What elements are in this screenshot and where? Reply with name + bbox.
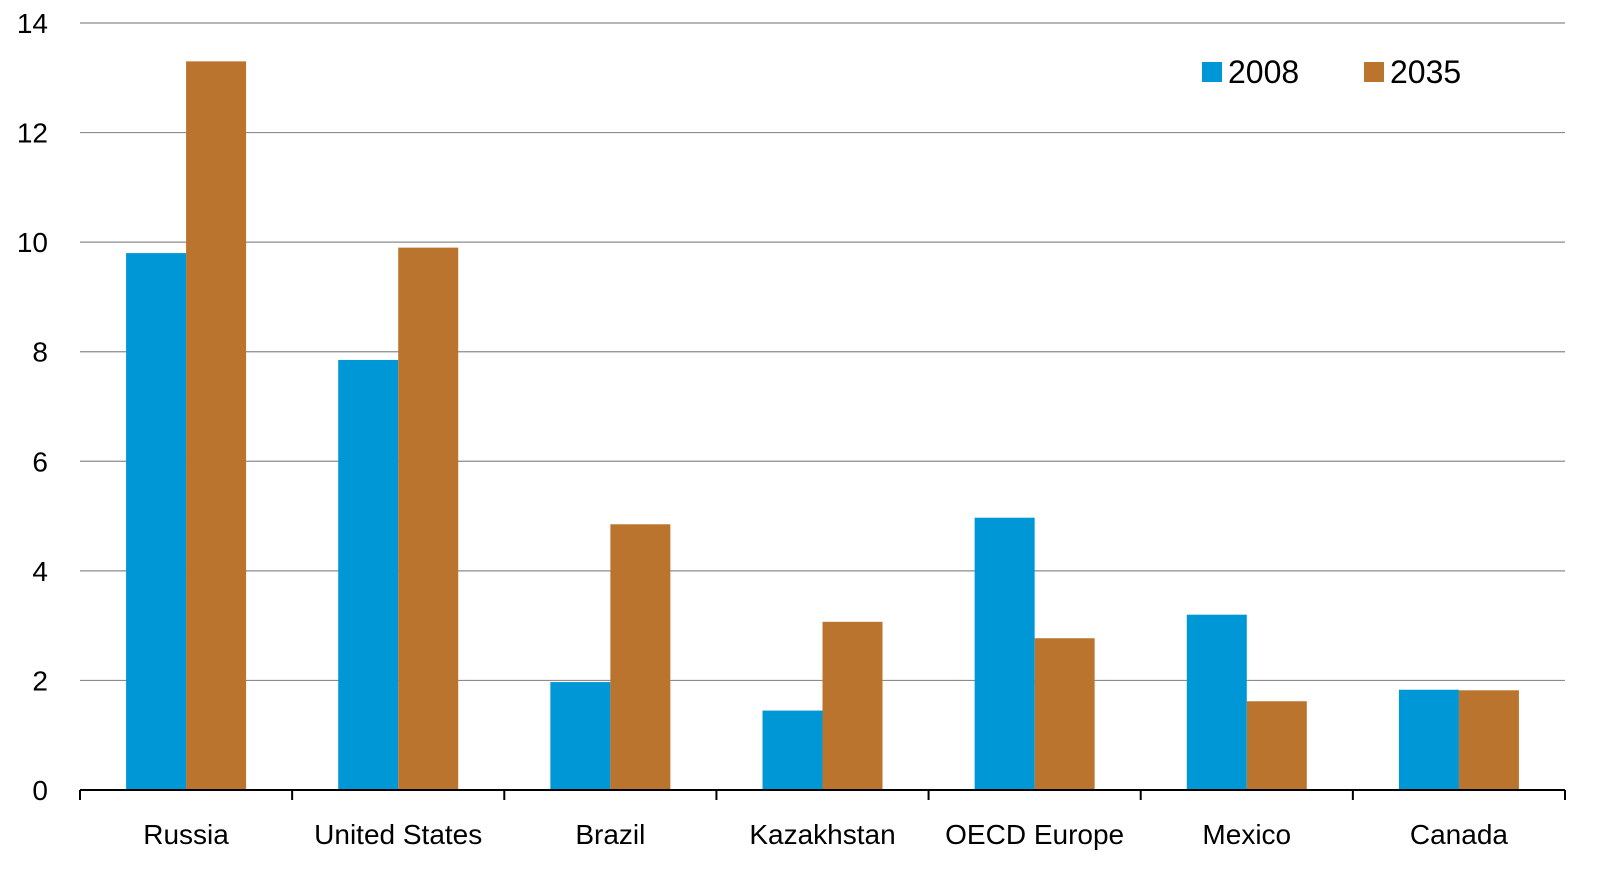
bar-2008-united-states bbox=[338, 359, 399, 790]
x-tick-label: Canada bbox=[1410, 819, 1509, 850]
x-tick-label: Mexico bbox=[1202, 819, 1291, 850]
bar-2008-canada bbox=[1398, 689, 1459, 790]
y-axis-tick-labels: 0 2 4 6 8 10 12 14 bbox=[17, 8, 48, 806]
legend-swatch-2035 bbox=[1364, 62, 1384, 82]
legend-label-2008: 2008 bbox=[1228, 54, 1299, 90]
bar-2008-russia bbox=[126, 253, 187, 791]
y-tick-label: 0 bbox=[32, 775, 48, 806]
y-tick-label: 4 bbox=[32, 556, 48, 587]
y-tick-label: 10 bbox=[17, 227, 48, 258]
x-tick-label: United States bbox=[314, 819, 482, 850]
bar-2035-canada bbox=[1458, 690, 1519, 790]
bar-2035-mexico bbox=[1246, 701, 1307, 790]
legend: 2008 2035 bbox=[1202, 54, 1461, 90]
y-tick-label: 14 bbox=[17, 8, 48, 39]
legend-label-2035: 2035 bbox=[1390, 54, 1461, 90]
bar-2035-russia bbox=[186, 61, 247, 791]
x-tick-label: OECD Europe bbox=[945, 819, 1124, 850]
bar-2035-kazakhstan bbox=[822, 621, 883, 790]
bar-2035-brazil bbox=[610, 524, 671, 790]
y-tick-label: 6 bbox=[32, 446, 48, 477]
legend-swatch-2008 bbox=[1202, 62, 1222, 82]
bar-2008-oecd-europe bbox=[974, 517, 1035, 790]
x-tick-label: Brazil bbox=[575, 819, 645, 850]
y-tick-label: 8 bbox=[32, 337, 48, 368]
bar-2008-brazil bbox=[550, 682, 611, 790]
bar-2035-united-states bbox=[398, 247, 459, 790]
x-axis-tick-labels: Russia United States Brazil Kazakhstan OECD … bbox=[143, 819, 1508, 850]
x-tick-label: Russia bbox=[143, 819, 229, 850]
x-axis bbox=[79, 789, 1566, 800]
bars bbox=[126, 61, 1519, 791]
bar-2035-oecd-europe bbox=[1034, 638, 1095, 790]
bar-2008-kazakhstan bbox=[762, 710, 823, 790]
y-tick-label: 2 bbox=[32, 665, 48, 696]
y-tick-label: 12 bbox=[17, 118, 48, 149]
gridlines bbox=[80, 22, 1565, 682]
bar-2008-mexico bbox=[1186, 614, 1247, 790]
x-tick-label: Kazakhstan bbox=[749, 819, 895, 850]
